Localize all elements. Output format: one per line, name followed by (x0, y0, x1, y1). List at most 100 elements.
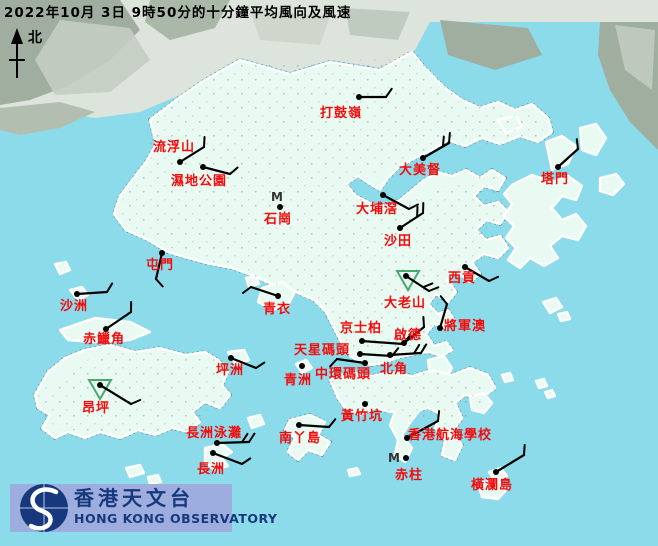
station-dot (403, 455, 409, 461)
station-dot (296, 422, 302, 428)
station-label-tuen-mun: 屯門 (146, 257, 174, 273)
station-tap-mun: 塔門 (541, 138, 580, 187)
hong-kong-landmasses (33, 50, 626, 501)
station-label-chek-lap-kok: 赤鱲角 (83, 331, 125, 347)
station-wetland-park: 濕地公園 (171, 164, 239, 189)
map-land-sai-kung-east (502, 173, 588, 270)
station-tai-po-kau: 大埔滘 (356, 192, 419, 217)
station-label-central-pier: 中環碼頭 (315, 366, 371, 382)
missing-data-marker: M (271, 190, 283, 204)
wind-barb-shaft (360, 339, 405, 346)
station-lamma-island: 南丫島 (279, 418, 337, 446)
station-dot (200, 164, 206, 170)
wind-barb-feather (439, 295, 448, 305)
station-dot (380, 192, 386, 198)
station-lau-fau-shan: 流浮山 (153, 136, 206, 165)
station-label-north-point: 北角 (380, 361, 408, 377)
station-sha-tin: 沙田 (384, 202, 425, 249)
station-label-green-island: 青洲 (284, 372, 312, 388)
station-label-shek-kong: 石崗 (263, 212, 292, 227)
north-arrow (9, 28, 25, 78)
station-north-point: 北角 (380, 343, 428, 377)
station-label-tai-po-kau: 大埔滘 (356, 201, 398, 217)
station-label-waglan-island: 橫瀾島 (471, 477, 513, 493)
station-dot (403, 273, 409, 279)
station-sha-chau: 沙洲 (60, 282, 114, 314)
wind-barb-shaft (381, 193, 411, 211)
station-dot (420, 155, 426, 161)
station-label-lamma-island: 南丫島 (279, 430, 321, 446)
wind-barb-feather (203, 136, 206, 148)
station-ngong-ping: 昂坪 (82, 379, 142, 416)
wind-barb-feather (328, 418, 337, 428)
wind-barb-shaft (402, 325, 426, 345)
station-label-sha-chau: 沙洲 (60, 299, 88, 314)
wind-barb-shaft (249, 285, 280, 298)
station-tai-mei-tuk: 大美督 (399, 132, 451, 178)
wind-barb-feather (441, 135, 445, 148)
station-label-hk-sea-school: 香港航海學校 (407, 427, 492, 443)
station-cheung-chau-beach: 長洲泳灘 (186, 425, 256, 446)
station-tuen-mun: 屯門 (146, 250, 174, 288)
station-sai-kung: 西貢 (448, 264, 500, 286)
wind-barb-feather (329, 358, 338, 368)
station-label-tap-mun: 塔門 (541, 171, 569, 187)
station-dot (555, 164, 561, 170)
wind-barb-shaft (211, 451, 244, 466)
wind-barb-feather (422, 282, 434, 289)
station-dot (357, 351, 363, 357)
wind-barb-feather (437, 410, 441, 422)
station-dot (356, 94, 362, 100)
station-dot (103, 326, 109, 332)
station-dot (359, 338, 365, 344)
station-dot (210, 450, 216, 456)
wind-barb-shaft (438, 302, 449, 330)
hko-logo-banner[interactable]: 香港天文台 HONG KONG OBSERVATORY (10, 484, 278, 532)
station-dot (228, 355, 234, 361)
station-label-kings-park: 京士柏 (340, 320, 382, 336)
wind-barb-shaft (463, 265, 491, 283)
station-dot (387, 352, 393, 358)
wind-barb-feather (385, 87, 393, 98)
station-peng-chau: 坪洲 (216, 355, 266, 378)
wind-barb-feather (106, 282, 114, 293)
station-tseung-kwan-o: 將軍澳 (437, 295, 485, 334)
wind-barb-shaft (104, 310, 133, 331)
mainland-gray-area (0, 0, 658, 150)
wind-barb-feather (523, 444, 526, 456)
station-label-peng-chau: 坪洲 (216, 363, 244, 378)
station-label-ngong-ping: 昂坪 (82, 400, 110, 416)
station-dot (277, 204, 283, 210)
wind-barb-shaft (388, 351, 423, 357)
wind-barb-feather (155, 278, 164, 288)
station-dot (214, 440, 220, 446)
wind-barb-feather (413, 343, 421, 355)
map-small-islands (53, 114, 626, 501)
wind-barb-shaft (75, 290, 109, 296)
station-green-island: 青洲 (284, 363, 312, 388)
wind-barb-shaft (421, 141, 451, 160)
logo-english-name: HONG KONG OBSERVATORY (74, 511, 278, 526)
wind-barb-shaft (297, 423, 331, 429)
station-kai-tak: 啟德 (394, 316, 426, 346)
north-label: 北 (28, 30, 42, 46)
wind-barb-shaft (358, 352, 394, 358)
station-dot (362, 360, 368, 366)
wind-barb-feather (241, 286, 252, 294)
wind-barb-shaft (98, 383, 133, 406)
station-label-kai-tak: 啟德 (394, 327, 422, 343)
station-chek-lap-kok: 赤鱲角 (83, 300, 133, 347)
wind-barb-feather (448, 132, 451, 144)
station-label-ta-kwu-ling: 打鼓嶺 (320, 105, 362, 121)
wind-barb-shaft (405, 419, 440, 440)
station-label-sai-kung: 西貢 (448, 271, 476, 286)
station-dot (275, 293, 281, 299)
wind-barb-shaft (335, 357, 367, 365)
station-ta-kwu-ling: 打鼓嶺 (320, 87, 393, 121)
station-dot (462, 264, 468, 270)
station-stanley: M 赤柱 (388, 451, 422, 483)
wind-barb-feather (248, 432, 256, 443)
